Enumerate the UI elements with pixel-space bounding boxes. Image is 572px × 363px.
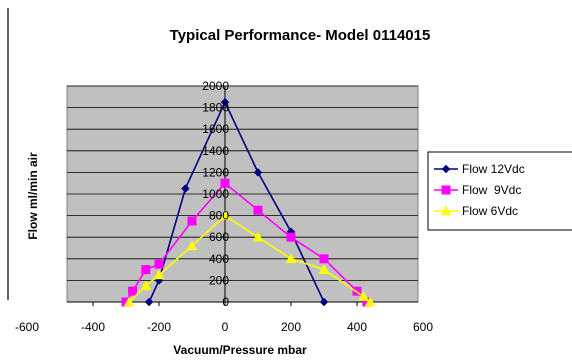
series-3	[123, 210, 376, 307]
x-tick-label: 400	[347, 320, 367, 334]
data-point	[285, 253, 297, 264]
y-tick-label: 400	[209, 252, 229, 266]
data-point	[187, 216, 197, 226]
data-point	[186, 240, 198, 251]
y-tick-label: 1800	[202, 101, 229, 115]
legend-item: Flow 6Vdc	[434, 204, 518, 218]
data-point	[141, 265, 151, 275]
data-point	[144, 297, 154, 307]
legend-marker	[441, 185, 451, 195]
data-point	[319, 297, 329, 307]
series-line	[128, 214, 371, 303]
x-tick-label: -400	[81, 320, 105, 334]
y-tick-label: 0	[222, 295, 229, 309]
legend-marker	[440, 205, 452, 216]
legend-marker	[441, 164, 451, 174]
legend-item: Flow 9Vdc	[434, 183, 521, 197]
y-tick-label: 800	[209, 209, 229, 223]
y-tick-label: 200	[209, 273, 229, 287]
data-point	[319, 254, 329, 264]
data-point	[364, 296, 376, 307]
x-tick-label: 0	[222, 320, 229, 334]
y-tick-label: 1400	[202, 144, 229, 158]
data-point	[154, 259, 164, 269]
legend-item: Flow 12Vdc	[434, 162, 525, 176]
y-tick-label: 600	[209, 230, 229, 244]
data-point	[219, 210, 231, 220]
data-point	[128, 286, 138, 296]
legend-label: Flow 9Vdc	[462, 183, 521, 197]
legend-label: Flow 6Vdc	[462, 204, 518, 218]
x-tick-label: 200	[281, 320, 301, 334]
y-axis-title: Flow ml/min air	[26, 152, 40, 240]
x-tick-label: 600	[413, 320, 433, 334]
x-axis-title: Vacuum/Pressure mbar	[173, 343, 307, 357]
y-tick-label: 2000	[202, 79, 229, 93]
chart-title: Typical Performance- Model 0114015	[170, 27, 431, 44]
data-point	[253, 205, 263, 215]
data-point	[140, 280, 152, 291]
y-tick-label: 1600	[202, 122, 229, 136]
data-point	[252, 231, 264, 242]
data-point	[286, 232, 296, 242]
data-point	[220, 178, 230, 188]
data-point	[358, 291, 370, 301]
data-point	[253, 168, 263, 177]
legend-box	[427, 151, 572, 231]
y-tick-label: 1200	[202, 165, 229, 179]
y-tick-label: 1000	[202, 187, 229, 201]
data-point	[181, 184, 190, 193]
legend-label: Flow 12Vdc	[462, 162, 525, 176]
data-point	[153, 269, 165, 280]
data-point	[123, 296, 135, 307]
data-point	[220, 97, 230, 107]
x-tick-label: -200	[147, 320, 171, 334]
x-tick-label: -600	[15, 320, 39, 334]
data-point	[318, 264, 330, 274]
